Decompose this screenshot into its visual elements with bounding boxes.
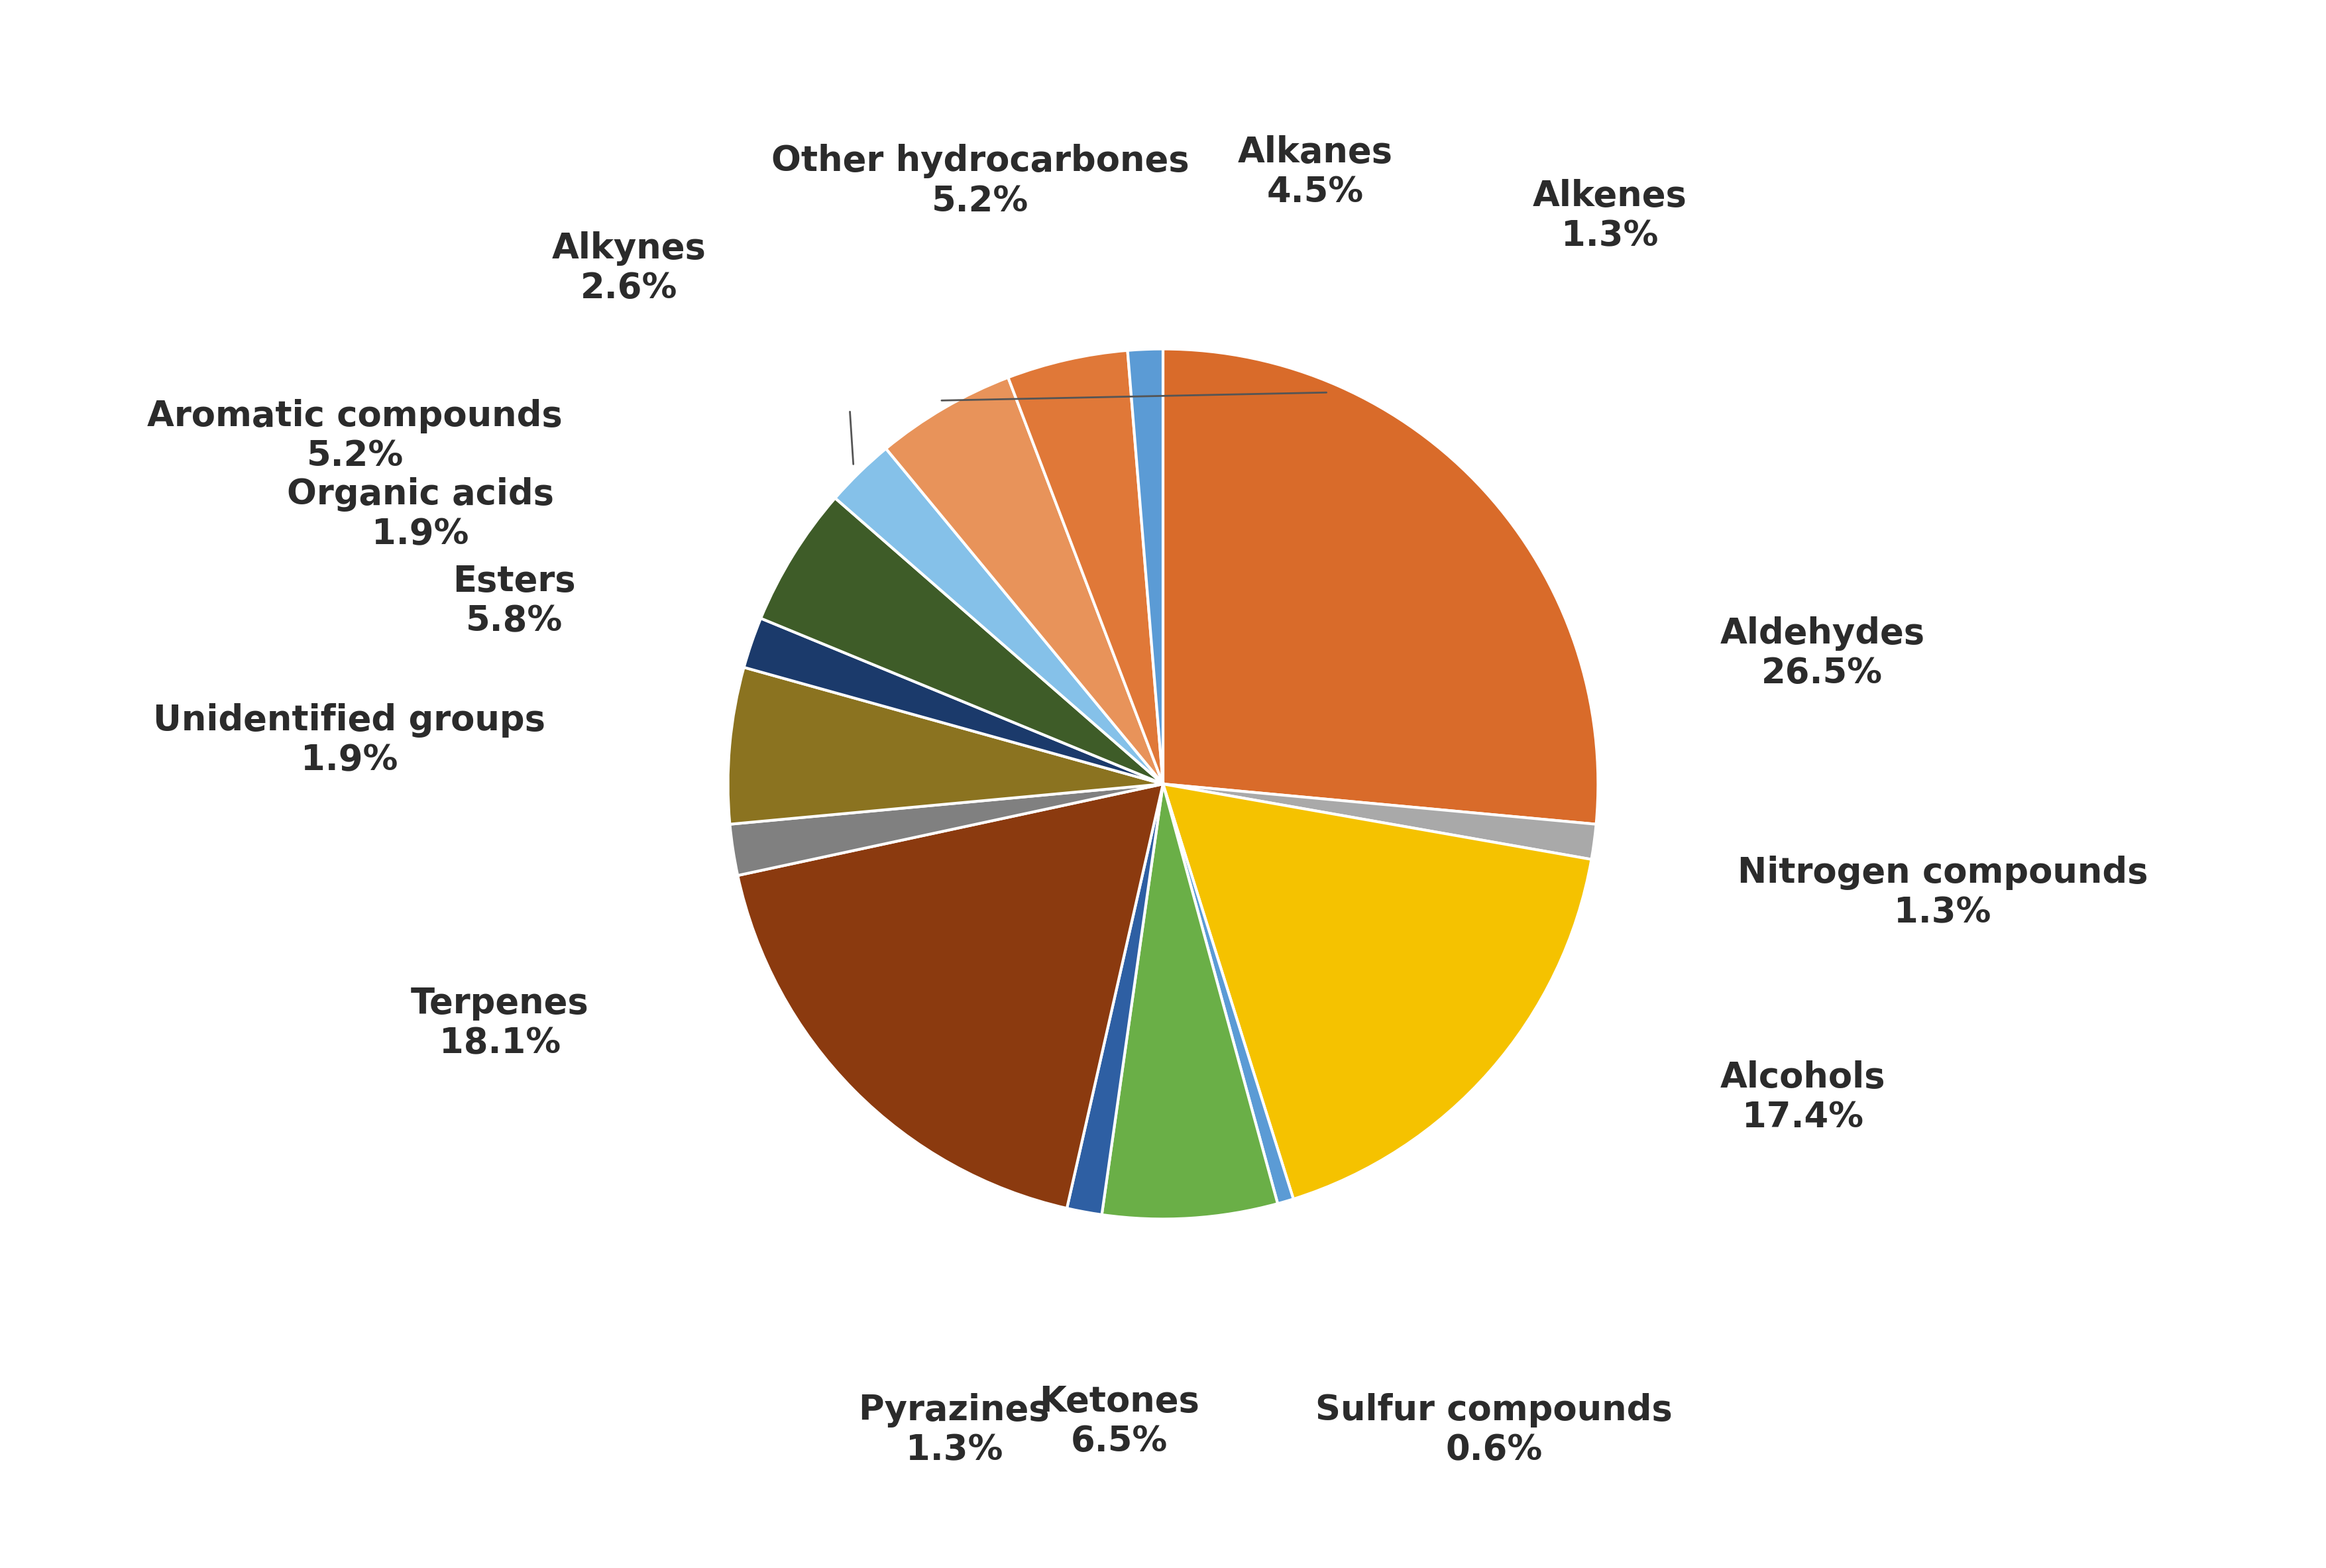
Text: Pyrazines
1.3%: Pyrazines 1.3% — [858, 1392, 1049, 1468]
Text: Nitrogen compounds
1.3%: Nitrogen compounds 1.3% — [1738, 856, 2147, 930]
Wedge shape — [1007, 350, 1163, 784]
Text: Terpenes
18.1%: Terpenes 18.1% — [412, 986, 588, 1060]
Wedge shape — [730, 784, 1163, 875]
Wedge shape — [761, 499, 1163, 784]
Text: Alcohols
17.4%: Alcohols 17.4% — [1719, 1060, 1884, 1134]
Text: Alkenes
1.3%: Alkenes 1.3% — [1533, 179, 1686, 254]
Wedge shape — [1163, 784, 1596, 859]
Text: Esters
5.8%: Esters 5.8% — [454, 564, 577, 638]
Text: Alkanes
4.5%: Alkanes 4.5% — [1237, 135, 1393, 210]
Wedge shape — [1163, 350, 1598, 825]
Wedge shape — [835, 448, 1163, 784]
Text: Aromatic compounds
5.2%: Aromatic compounds 5.2% — [147, 398, 563, 474]
Wedge shape — [1068, 784, 1163, 1215]
Wedge shape — [886, 378, 1163, 784]
Wedge shape — [1163, 784, 1591, 1200]
Wedge shape — [1103, 784, 1277, 1218]
Text: Organic acids
1.9%: Organic acids 1.9% — [286, 477, 554, 552]
Wedge shape — [744, 618, 1163, 784]
Wedge shape — [728, 668, 1163, 825]
Text: Aldehydes
26.5%: Aldehydes 26.5% — [1719, 616, 1924, 690]
Text: Ketones
6.5%: Ketones 6.5% — [1040, 1385, 1200, 1458]
Text: Alkynes
2.6%: Alkynes 2.6% — [551, 230, 707, 306]
Text: Sulfur compounds
0.6%: Sulfur compounds 0.6% — [1314, 1392, 1672, 1468]
Text: Unidentified groups
1.9%: Unidentified groups 1.9% — [154, 704, 544, 778]
Wedge shape — [1163, 784, 1293, 1204]
Text: Other hydrocarbones
5.2%: Other hydrocarbones 5.2% — [772, 144, 1189, 218]
Wedge shape — [737, 784, 1163, 1209]
Wedge shape — [1128, 350, 1163, 784]
